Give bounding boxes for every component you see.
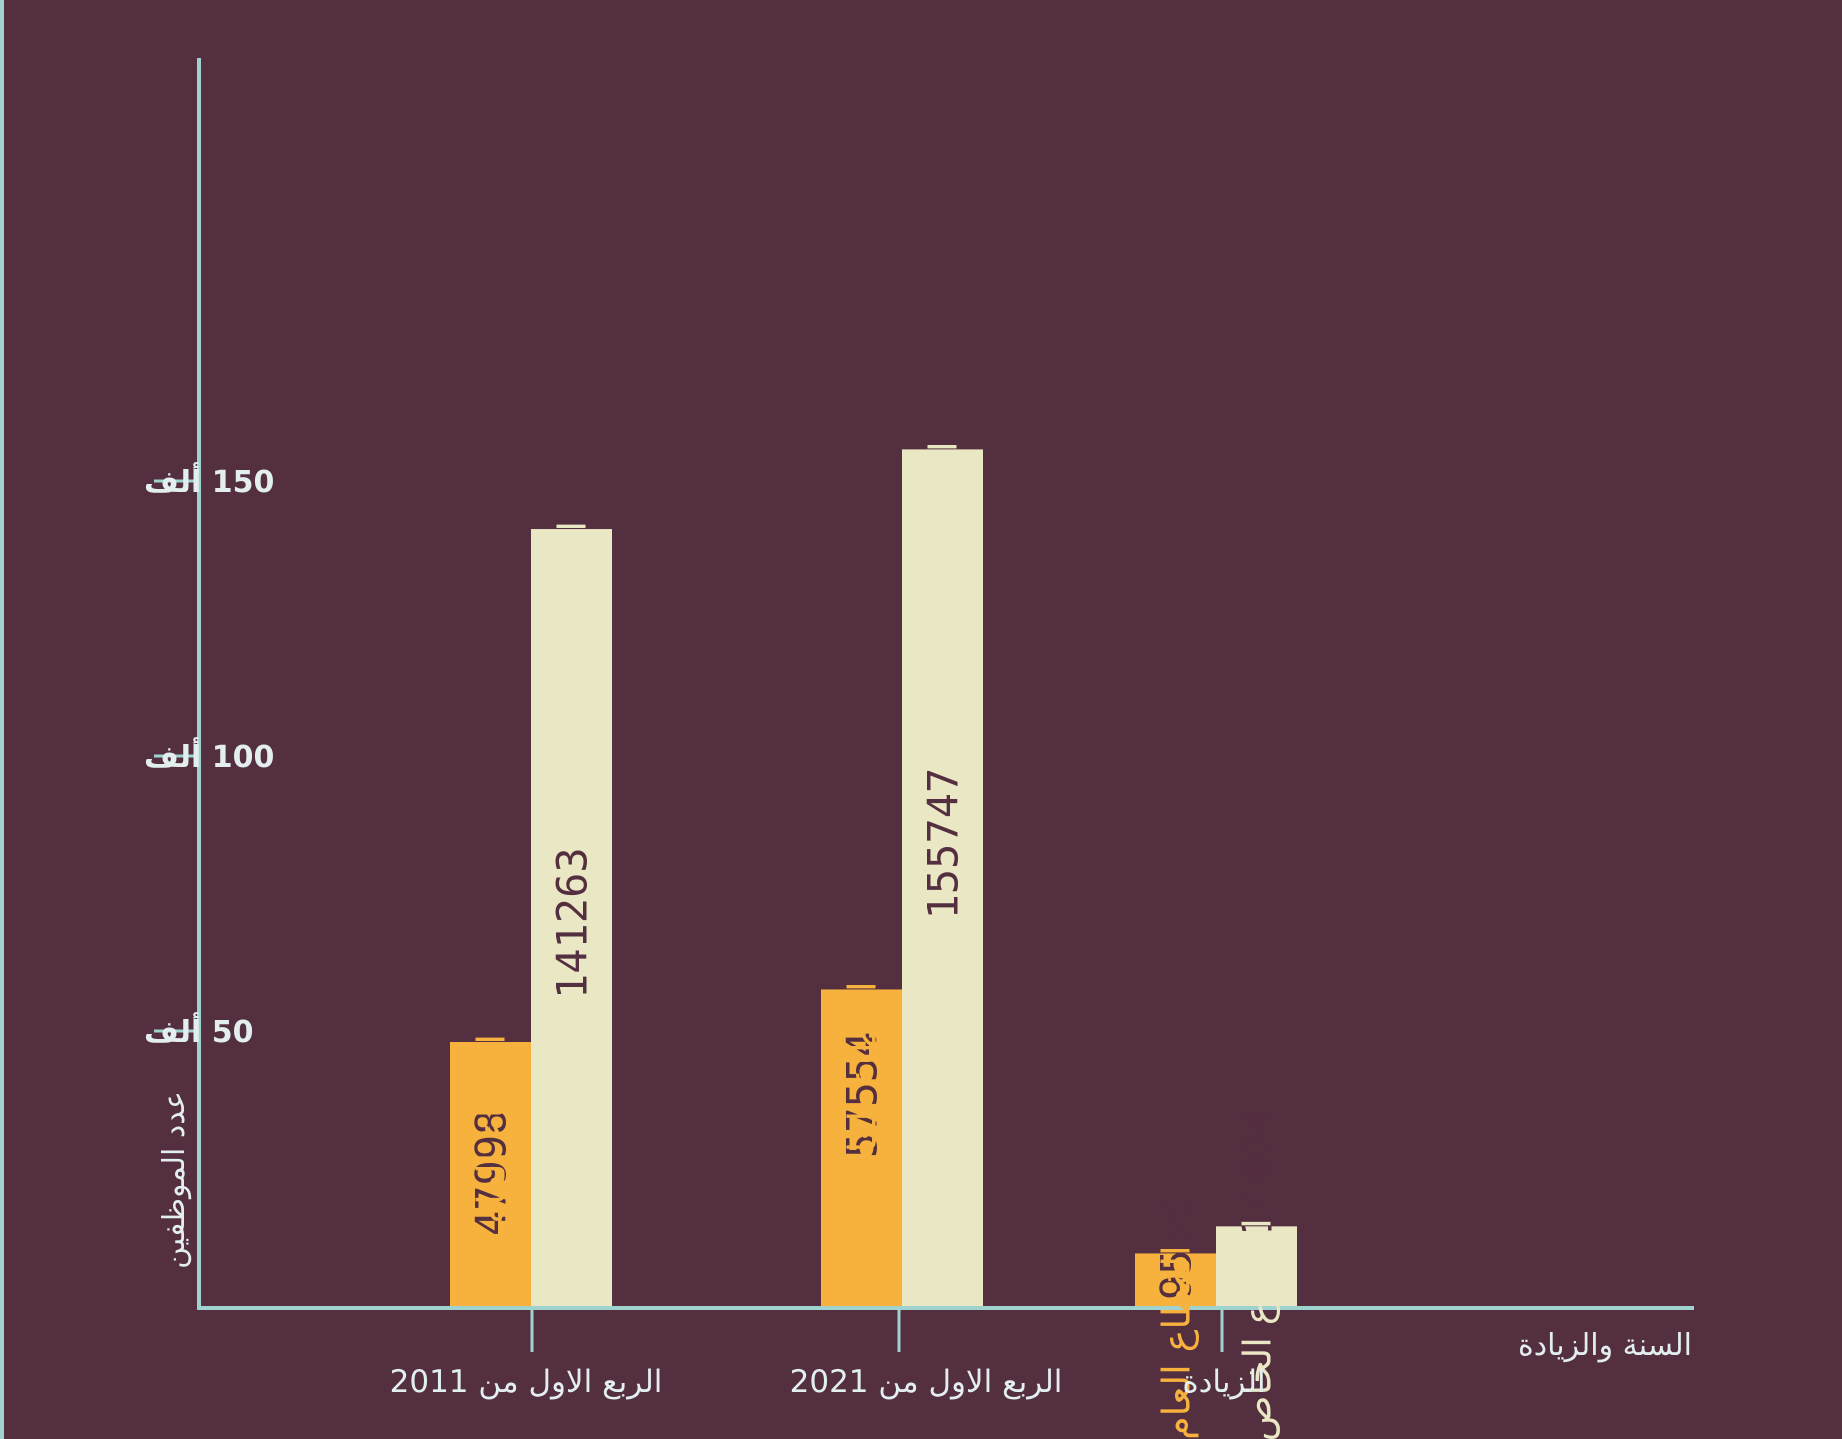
bar-series-label: القطاع الخاص	[1236, 1218, 1281, 1439]
x-ticks: الربع الاول من 2011 الربع الاول من 2021 ال…	[390, 1308, 1266, 1400]
bar	[1216, 1226, 1297, 1306]
bar-value-label: 14484	[1233, 1110, 1282, 1236]
y-tick-label: 150 ألف	[144, 462, 274, 500]
bar-series-label: القطاع الخاص	[551, 521, 596, 744]
bar-value-label: 155747	[919, 768, 968, 920]
bar-series-label: القطاع الخاص	[922, 441, 967, 664]
x-category-label: الزيادة	[1182, 1364, 1265, 1400]
y-axis-title: عدد الموظفين	[157, 1091, 192, 1269]
y-tick-label: 50 ألف	[144, 1012, 253, 1050]
bar-series-label: القطاع العام	[470, 1034, 514, 1228]
x-category-label: الربع الاول من 2021	[790, 1364, 1063, 1400]
x-category-label: الربع الاول من 2011	[390, 1364, 663, 1400]
bar	[1135, 1253, 1216, 1306]
bar-series-label: القطاع العام	[1155, 1245, 1199, 1439]
bar-value-label: 141263	[548, 847, 597, 999]
bar-value-label: 47998	[467, 1110, 516, 1236]
bar	[450, 1042, 531, 1306]
bar-value-label: 57554	[838, 1032, 887, 1158]
bar	[902, 449, 983, 1307]
y-tick-label: 100 ألف	[144, 737, 274, 775]
x-axis-title: السنة والزيادة	[1518, 1328, 1692, 1363]
bar	[531, 529, 612, 1306]
y-ticks: 50 ألف 100 ألف 150 ألف	[144, 462, 274, 1050]
bar-series-label: القطاع العام	[841, 981, 885, 1175]
axes	[197, 58, 1694, 1310]
bar	[821, 989, 902, 1306]
bar-value-label: 9556	[1152, 1199, 1201, 1300]
